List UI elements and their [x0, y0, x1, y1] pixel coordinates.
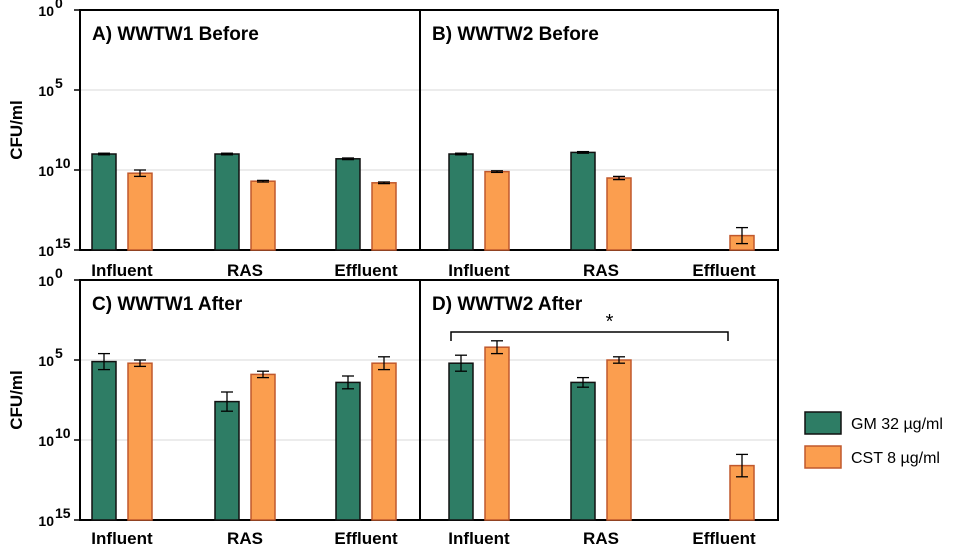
category-label: RAS — [583, 261, 619, 280]
bar-cst — [371, 182, 397, 251]
y-tick-exponent: 10 — [55, 155, 71, 171]
legend-label: GM 32 µg/ml — [851, 416, 943, 433]
y-tick-exponent: 0 — [55, 265, 63, 281]
bar-cst — [484, 170, 510, 251]
y-tick-label: 10 — [38, 353, 54, 369]
y-tick-label: 10 — [38, 513, 54, 529]
y-tick-exponent: 15 — [55, 505, 71, 521]
y-tick-exponent: 15 — [55, 235, 71, 251]
bar-gm — [91, 153, 117, 251]
bar-cst — [250, 373, 276, 521]
panel-4: D) WWTW2 After Influent RAS Effluent * — [419, 279, 779, 548]
bar-gm — [448, 153, 474, 251]
bar-cst — [484, 346, 510, 521]
y-axis-label: CFU/ml — [7, 370, 26, 430]
y-tick-exponent: 10 — [55, 425, 71, 441]
panel-2: B) WWTW2 Before Influent RAS Effluent — [419, 9, 779, 280]
category-label: Effluent — [334, 261, 398, 280]
bar-gm — [214, 400, 240, 521]
y-tick-label: 10 — [38, 163, 54, 179]
bar-gm — [570, 151, 596, 251]
legend: GM 32 µg/ml CST 8 µg/ml — [804, 411, 943, 469]
bar-gm — [214, 153, 240, 251]
legend-label: CST 8 µg/ml — [851, 450, 940, 467]
panel-title: A) WWTW1 Before — [92, 24, 259, 45]
panel-frame — [419, 279, 779, 521]
y-tick-label: 10 — [38, 83, 54, 99]
category-label: RAS — [227, 261, 263, 280]
bar-cst — [729, 464, 755, 521]
panel-title: D) WWTW2 After — [432, 294, 583, 315]
category-label: Effluent — [692, 261, 756, 280]
category-label: Influent — [448, 529, 510, 548]
category-label: RAS — [583, 529, 619, 548]
category-label: Influent — [91, 261, 153, 280]
panel-title: B) WWTW2 Before — [432, 24, 599, 45]
bar-cst — [250, 180, 276, 251]
bar-gm — [448, 362, 474, 521]
bar-cst — [127, 362, 153, 521]
panel-title: C) WWTW1 After — [92, 294, 243, 315]
y-tick-label: 10 — [38, 433, 54, 449]
significance-bracket — [450, 331, 729, 341]
bar-cst — [127, 172, 153, 251]
category-label: Effluent — [334, 529, 398, 548]
legend-swatch — [804, 411, 842, 435]
y-tick-label: 10 — [38, 273, 54, 289]
significance-label: * — [606, 311, 614, 333]
category-label: Influent — [448, 261, 510, 280]
category-label: Effluent — [692, 529, 756, 548]
category-label: Influent — [91, 529, 153, 548]
bar-gm — [570, 381, 596, 521]
y-tick-exponent: 0 — [55, 0, 63, 11]
category-label: RAS — [227, 529, 263, 548]
bar-gm — [91, 360, 117, 521]
bar-gm — [335, 381, 361, 521]
bar-gm — [335, 158, 361, 251]
y-axis-label: CFU/ml — [7, 100, 26, 160]
y-tick-exponent: 5 — [55, 75, 63, 91]
legend-swatch — [804, 445, 842, 469]
y-tick-label: 10 — [38, 243, 54, 259]
bar-cst — [606, 359, 632, 521]
bar-cst — [371, 362, 397, 521]
y-tick-exponent: 5 — [55, 345, 63, 361]
panel-frame — [419, 9, 779, 251]
y-tick-label: 10 — [38, 3, 54, 19]
bar-cst — [606, 177, 632, 251]
